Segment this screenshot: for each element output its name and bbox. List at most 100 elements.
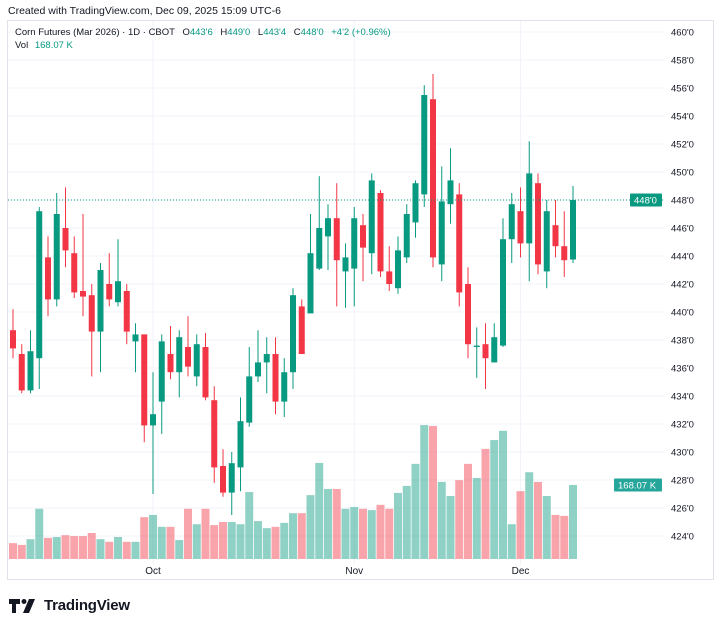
candle-body: [202, 347, 209, 398]
candle: [27, 330, 34, 394]
volume-bar: [402, 485, 411, 559]
candle-body: [141, 334, 148, 426]
candle: [220, 449, 226, 497]
candle-body: [176, 337, 183, 373]
candle-body: [447, 180, 454, 205]
candle-body: [185, 347, 191, 367]
candle-body: [62, 228, 69, 251]
candle-body: [377, 193, 384, 272]
candle-body: [456, 194, 463, 293]
volume-bar: [569, 484, 577, 559]
volume-bar: [52, 536, 61, 559]
candle: [290, 288, 296, 389]
candles: [10, 74, 576, 515]
price-tick-label: 458'0: [671, 56, 694, 67]
volume-bar: [385, 508, 394, 559]
candle-body: [526, 173, 533, 244]
price-tick-label: 426'0: [671, 504, 694, 515]
candle-body: [246, 376, 253, 423]
candle-body: [150, 414, 156, 426]
candle-body: [36, 211, 43, 359]
logo-text: TradingView: [44, 597, 130, 614]
volume-bar: [175, 540, 184, 559]
volume-bar: [297, 513, 306, 559]
volume-bar: [131, 541, 140, 559]
candle-body: [386, 271, 393, 284]
volume-bar: [551, 514, 560, 559]
volume-bar: [446, 496, 455, 559]
price-tick-label: 438'0: [671, 336, 694, 347]
chart-pane[interactable]: [7, 20, 714, 580]
candle-body: [228, 463, 235, 493]
candle-body: [97, 270, 104, 332]
candle: [447, 148, 454, 224]
candle: [482, 323, 489, 389]
candle: [500, 218, 506, 347]
volume-bar: [79, 536, 87, 559]
candle-body: [403, 214, 410, 258]
legend-volume-row: Vol 168.07 K: [15, 39, 391, 52]
last-price-label: 448'0: [634, 196, 657, 207]
candle-body: [342, 257, 349, 272]
open-value: 443'6: [189, 27, 213, 38]
candle: [62, 187, 69, 268]
time-tick-label: Dec: [512, 566, 530, 577]
candle: [158, 334, 165, 434]
candle-body: [360, 225, 366, 248]
candle: [97, 263, 104, 373]
volume-bar: [516, 491, 525, 559]
candle-body: [80, 291, 86, 297]
volume-bar: [490, 440, 499, 559]
price-tick-label: 440'0: [671, 308, 694, 319]
candle-body: [307, 253, 314, 314]
volume-bar: [464, 463, 472, 559]
candle: [237, 397, 244, 492]
volume-bar: [96, 539, 105, 559]
candle: [342, 243, 349, 308]
volume-label: Vol: [15, 40, 29, 51]
time-tick-label: Oct: [145, 566, 161, 577]
candle: [10, 309, 16, 359]
candle: [150, 372, 156, 494]
candle-body: [272, 354, 279, 402]
volume-bar: [114, 536, 122, 559]
volume-bar: [35, 508, 44, 559]
candle: [473, 327, 480, 378]
volume-bar: [376, 504, 385, 559]
volume-bar: [271, 526, 280, 559]
price-axis[interactable]: 460'0 458'0 456'0 454'0 452'0 450'0 448'0 446'0…: [8, 28, 694, 543]
price-tick-label: 428'0: [671, 476, 694, 487]
price-tick-label: 432'0: [671, 420, 694, 431]
legend-ohlc-row: Corn Futures (Mar 2026) · 1D · CBOT O443…: [15, 26, 391, 39]
candle: [316, 176, 323, 270]
volume-bar: [192, 524, 201, 559]
candle-body: [482, 344, 489, 359]
candle-body: [45, 257, 51, 300]
candle: [535, 173, 541, 275]
candle: [351, 207, 358, 307]
time-axis[interactable]: Oct Nov Dec: [145, 566, 529, 577]
candle-body: [473, 345, 480, 347]
volume-bar: [332, 488, 341, 559]
volume-bar: [44, 537, 52, 559]
volume-bar: [289, 513, 297, 559]
candle: [465, 267, 471, 359]
candle-body: [158, 341, 165, 402]
tradingview-logo-icon: [9, 598, 35, 613]
price-tick-label: 446'0: [671, 224, 694, 235]
volume-value: 168.07 K: [34, 40, 73, 51]
volume-bar: [105, 541, 114, 559]
volume-badge: [614, 478, 662, 492]
price-tick-label: 442'0: [671, 280, 694, 291]
candle: [228, 452, 235, 515]
candle: [185, 316, 191, 377]
volume-bar: [507, 524, 516, 559]
volume-bar: [122, 541, 131, 559]
candle-body: [535, 183, 541, 265]
candle: [281, 358, 288, 417]
volume-bar: [455, 480, 464, 559]
price-tick-label: 424'0: [671, 532, 694, 543]
candle: [526, 141, 533, 282]
symbol-title[interactable]: Corn Futures (Mar 2026) · 1D · CBOT: [15, 27, 175, 38]
